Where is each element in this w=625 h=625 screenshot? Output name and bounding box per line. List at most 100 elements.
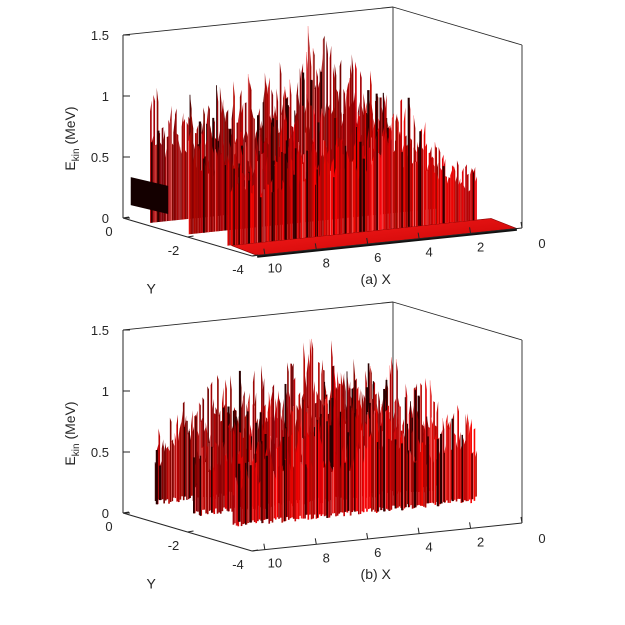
- surface-facet: [206, 446, 209, 515]
- surface-facet: [410, 451, 412, 506]
- surface-facet: [213, 167, 216, 232]
- surface-facet: [353, 142, 356, 233]
- surface-facet: [337, 145, 339, 235]
- z-tick-label: 1: [102, 384, 109, 399]
- surface-facet: [274, 476, 277, 520]
- surface-facet: [168, 119, 171, 222]
- surface-facet: [423, 121, 426, 226]
- surface-facet: [208, 165, 211, 233]
- surface-facet: [242, 478, 245, 525]
- surface-facet: [320, 437, 323, 517]
- y-ticks: 0 -2 -4: [105, 216, 259, 277]
- surface-facet: [186, 420, 188, 500]
- surface-facet: [431, 417, 433, 503]
- surface-facet: [349, 461, 352, 516]
- surface-facet: [458, 178, 461, 222]
- surface-facet: [188, 131, 191, 235]
- surface-facet: [181, 112, 184, 220]
- surface-facet: [168, 448, 170, 504]
- surface-facet: [465, 164, 467, 222]
- surface-facet: [197, 449, 199, 512]
- surface-facet: [364, 445, 367, 509]
- surface-facet: [331, 466, 334, 514]
- y-tick-label: -4: [232, 557, 244, 572]
- surface-facet: [191, 410, 193, 496]
- surface-facet: [338, 415, 341, 514]
- surface-facet: [161, 439, 164, 500]
- surface-facet: [294, 444, 297, 522]
- surface-facet: [279, 436, 282, 518]
- z-tick-label: 1: [102, 89, 109, 104]
- surface-facet: [378, 153, 381, 231]
- surface-facet: [412, 158, 414, 227]
- surface-facet: [200, 169, 203, 234]
- surface-facet: [429, 454, 432, 504]
- surface-facet: [475, 450, 477, 497]
- surface-facet: [254, 166, 256, 243]
- surface-facet: [372, 155, 374, 231]
- surface-facet: [370, 159, 373, 231]
- surface-facet: [448, 176, 451, 223]
- surface-facet: [385, 130, 388, 230]
- surface-facet: [411, 428, 414, 509]
- surface-facet: [445, 175, 447, 224]
- y-tick-mark: [187, 235, 194, 238]
- surface-facet: [219, 458, 222, 514]
- surface-facet: [281, 464, 284, 523]
- surface-facet: [330, 465, 332, 516]
- surface-facet: [166, 446, 169, 500]
- surface-facet: [328, 458, 331, 518]
- x-tick-mark: [314, 538, 317, 545]
- surface-facet: [218, 438, 220, 513]
- surface-facet: [434, 433, 437, 505]
- surface-facet: [456, 160, 459, 222]
- surface-facet: [288, 184, 291, 240]
- x-tick-mark: [263, 248, 266, 255]
- surface-facet: [432, 456, 435, 504]
- surface-facet: [362, 456, 365, 513]
- surface-facet: [197, 145, 199, 234]
- surface-facet: [447, 421, 450, 503]
- panel-label: (b): [361, 566, 382, 582]
- surface-facet: [208, 465, 211, 511]
- x-tick-label: 6: [374, 545, 381, 560]
- surface-facet: [451, 165, 454, 223]
- x-tick-label: 8: [323, 550, 330, 565]
- surface-facet: [205, 138, 208, 233]
- surface-dark-patch: [130, 177, 169, 214]
- surface-facet: [240, 146, 243, 245]
- surface-facet: [423, 427, 425, 507]
- x-tick-label: 2: [477, 239, 484, 254]
- surface-facet: [235, 477, 238, 526]
- surface-facet: [299, 434, 302, 516]
- surface-facet: [202, 446, 204, 510]
- surface-facet: [312, 138, 314, 237]
- surface-facet: [230, 186, 233, 246]
- surface-facet: [428, 152, 431, 225]
- surface-facet: [291, 432, 293, 518]
- surface-facet: [454, 432, 456, 500]
- surface-facet: [385, 409, 388, 509]
- surface-facet: [318, 424, 321, 515]
- surface-facet: [198, 142, 201, 234]
- z-tick-label: 0: [102, 211, 109, 226]
- z-axis-label-main: E: [62, 161, 78, 170]
- surface-facet: [231, 455, 233, 512]
- surface-facet: [195, 410, 198, 498]
- surface-facet: [164, 442, 167, 501]
- surface-facet: [322, 152, 324, 236]
- surface-facet: [424, 444, 427, 508]
- surface-facet: [365, 169, 368, 232]
- surface-facet: [292, 465, 295, 519]
- x-tick-label: 10: [268, 556, 282, 571]
- surface-facet: [372, 408, 375, 510]
- surface-facet: [413, 115, 416, 227]
- surface-facet: [335, 138, 338, 235]
- surface-facet: [405, 145, 408, 228]
- x-axis-label-text: X: [382, 566, 392, 582]
- surface-facet: [325, 148, 328, 236]
- surface-facet: [298, 175, 301, 239]
- surface-facet: [290, 158, 293, 240]
- surface-facet: [457, 404, 459, 499]
- surface-facet: [342, 153, 344, 234]
